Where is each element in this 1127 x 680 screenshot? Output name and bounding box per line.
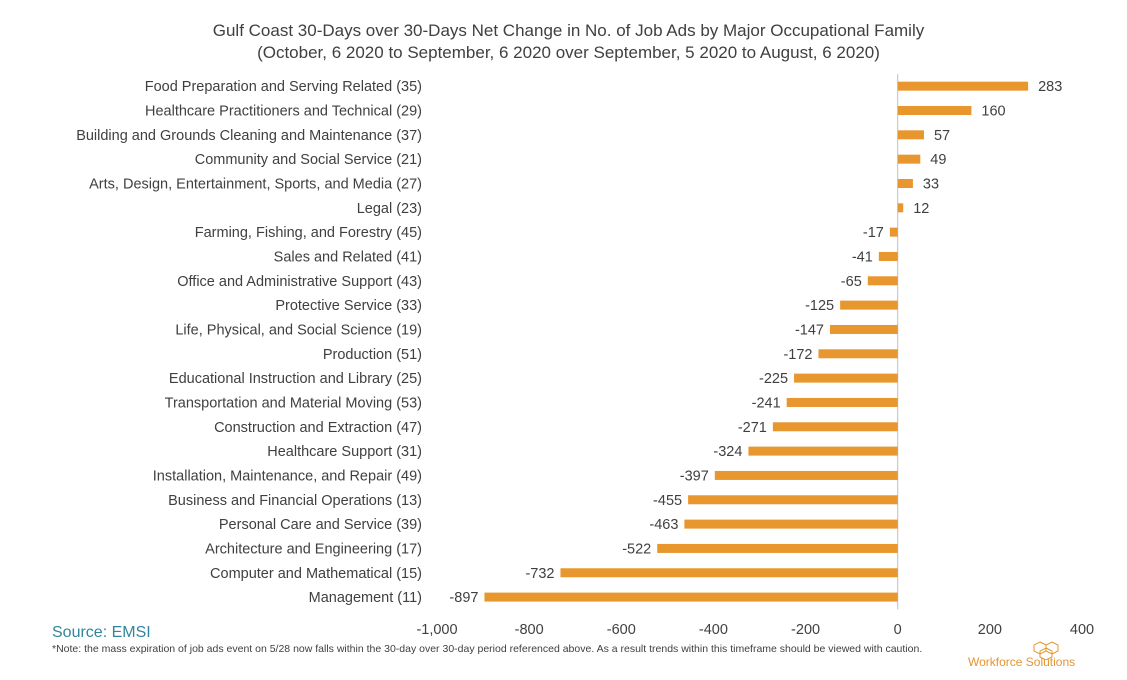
category-label: Protective Service (33) [275, 298, 422, 314]
bar [484, 592, 898, 602]
category-label: Management (11) [309, 590, 422, 606]
x-tick-label: -400 [699, 622, 728, 638]
bar [657, 543, 898, 553]
bar [897, 105, 972, 115]
footnote: *Note: the mass expiration of job ads ev… [52, 643, 923, 655]
data-label: -41 [852, 249, 873, 265]
x-tick-label: 200 [978, 622, 1002, 638]
workforce-solutions-logo: Workforce Solutions [968, 640, 1098, 676]
data-label: -324 [713, 444, 742, 460]
bar [684, 519, 898, 529]
data-label: -125 [805, 298, 834, 314]
category-label: Architecture and Engineering (17) [205, 541, 422, 557]
data-label: -271 [738, 420, 767, 436]
category-label: Life, Physical, and Social Science (19) [175, 322, 422, 338]
bar [878, 251, 898, 261]
category-label: Legal (23) [357, 201, 422, 217]
x-tick-label: -200 [791, 622, 820, 638]
data-label: -455 [653, 493, 682, 509]
data-label: 160 [981, 103, 1005, 119]
chart-title-block: Gulf Coast 30-Days over 30-Days Net Chan… [0, 20, 1127, 64]
category-label: Healthcare Practitioners and Technical (… [145, 103, 422, 119]
x-tick-label: 0 [894, 622, 902, 638]
data-label: 33 [923, 176, 939, 192]
category-label: Personal Care and Service (39) [219, 517, 422, 533]
bar [897, 130, 924, 140]
category-label: Installation, Maintenance, and Repair (4… [153, 468, 422, 484]
data-label: -897 [449, 590, 478, 606]
category-label: Farming, Fishing, and Forestry (45) [195, 225, 422, 241]
source-label: Source: EMSI [52, 624, 151, 641]
category-label: Construction and Extraction (47) [214, 420, 422, 436]
data-label: 57 [934, 128, 950, 144]
category-label: Computer and Mathematical (15) [210, 566, 422, 582]
bar [840, 300, 898, 310]
bar [897, 203, 904, 213]
x-tick-label: -600 [607, 622, 636, 638]
bar [897, 81, 1029, 91]
category-label: Office and Administrative Support (43) [177, 274, 422, 290]
x-tick-label: -800 [515, 622, 544, 638]
category-label: Educational Instruction and Library (25) [169, 371, 422, 387]
data-label: -17 [863, 225, 884, 241]
logo-text: Workforce Solutions [968, 655, 1076, 669]
bar [714, 470, 898, 480]
bar [897, 154, 921, 164]
category-label: Arts, Design, Entertainment, Sports, and… [89, 176, 422, 192]
data-label: -522 [622, 541, 651, 557]
category-label: Building and Grounds Cleaning and Mainte… [76, 128, 422, 144]
chart-title: Gulf Coast 30-Days over 30-Days Net Chan… [212, 21, 925, 40]
data-label: -65 [841, 274, 862, 290]
bar [772, 422, 898, 432]
data-label: -225 [759, 371, 788, 387]
data-label: 12 [913, 201, 929, 217]
bar [748, 446, 898, 456]
hexagon-cluster-icon [1033, 641, 1059, 660]
bar [688, 495, 898, 505]
bar [560, 568, 898, 578]
data-label: 49 [930, 152, 946, 168]
data-label: 283 [1038, 79, 1062, 95]
data-label: -732 [525, 566, 554, 582]
bar [818, 349, 898, 359]
data-label: -241 [752, 395, 781, 411]
category-label: Community and Social Service (21) [195, 152, 422, 168]
data-label: -147 [795, 322, 824, 338]
data-label: -172 [783, 347, 812, 363]
x-tick-label: 400 [1070, 622, 1094, 638]
category-label: Production (51) [323, 347, 422, 363]
category-label: Sales and Related (41) [274, 249, 422, 265]
data-label: -463 [649, 517, 678, 533]
chart-subtitle: (October, 6 2020 to September, 6 2020 ov… [257, 43, 880, 62]
bar [867, 276, 898, 286]
bar [829, 324, 898, 334]
bar [889, 227, 898, 237]
bar [897, 178, 913, 188]
category-label: Transportation and Material Moving (53) [165, 395, 422, 411]
category-label: Business and Financial Operations (13) [168, 493, 422, 509]
category-label: Healthcare Support (31) [267, 444, 422, 460]
category-label: Food Preparation and Serving Related (35… [145, 79, 422, 95]
bar [786, 397, 898, 407]
bar-chart: Food Preparation and Serving Related (35… [76, 74, 1094, 638]
x-tick-label: -1,000 [416, 622, 457, 638]
data-label: -397 [680, 468, 709, 484]
bar [794, 373, 898, 383]
